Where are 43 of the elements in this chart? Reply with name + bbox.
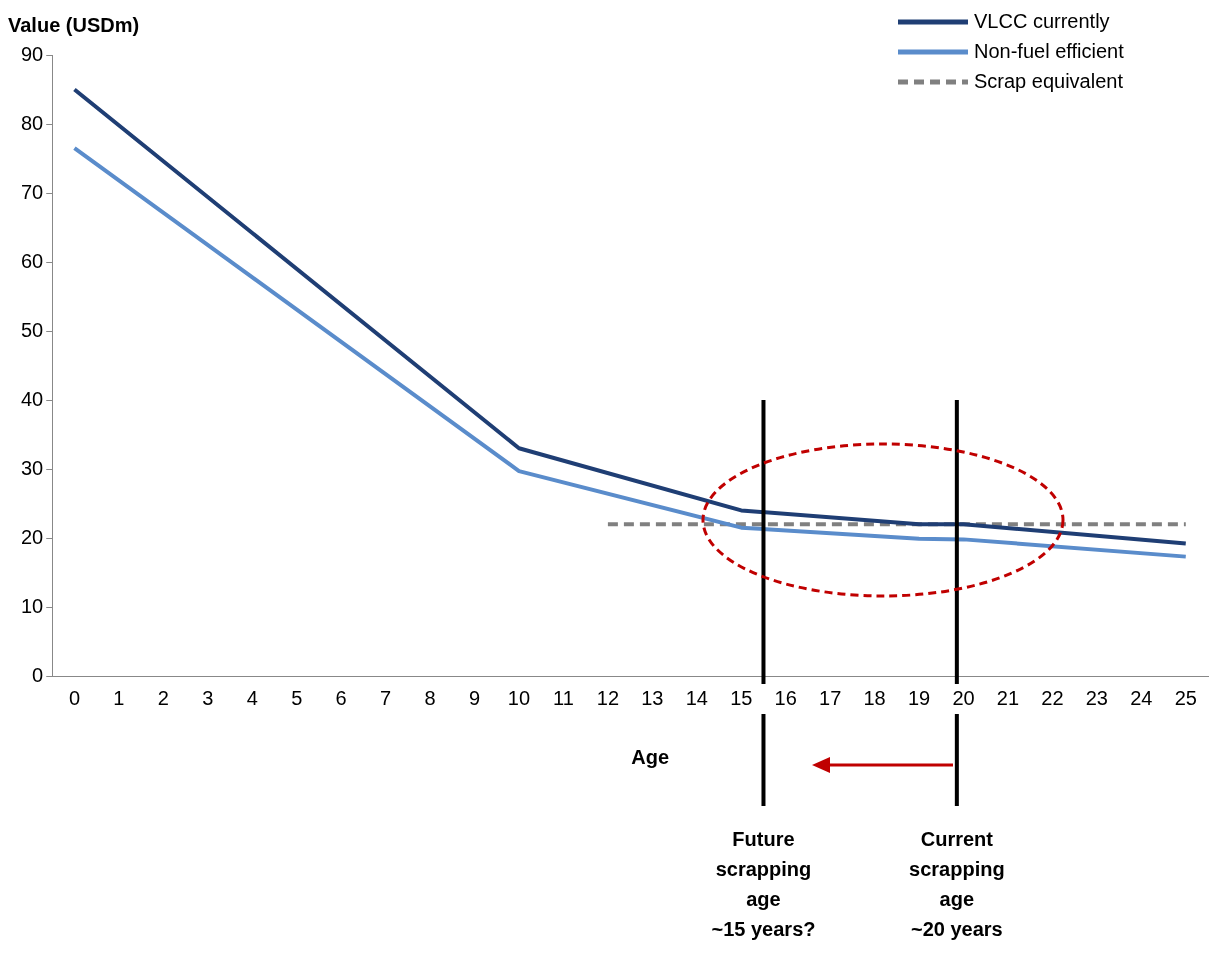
x-tick-label: 20	[952, 686, 975, 709]
y-tick-label: 90	[21, 42, 44, 65]
text: Current scrapping age ~20 years	[909, 828, 1005, 940]
x-tick-label: 6	[335, 686, 347, 709]
legend-label: VLCC currently	[974, 9, 1110, 32]
text: Future scrapping age ~15 years?	[711, 828, 816, 940]
x-tick-label: 13	[641, 686, 664, 709]
x-tick-label: 25	[1174, 686, 1197, 709]
y-tick-label: 50	[21, 318, 44, 341]
y-tick-label: 20	[21, 525, 44, 548]
x-tick-label: 4	[246, 686, 258, 709]
x-tick-label: 0	[68, 686, 81, 709]
x-tick-label: 5	[291, 686, 303, 709]
x-tick-label: 22	[1041, 686, 1064, 709]
y-tick-label: 10	[21, 594, 44, 617]
x-tick-label: 16	[774, 686, 797, 709]
y-tick-label: 80	[21, 111, 44, 134]
y-tick-label: 40	[21, 387, 44, 410]
x-tick-label: 21	[996, 686, 1020, 709]
y-tick-label: 70	[21, 180, 44, 203]
legend-label: Non-fuel efficient	[974, 39, 1125, 62]
x-tick-label: 8	[424, 686, 436, 709]
x-tick-label: 18	[863, 686, 886, 709]
x-tick-label: 11	[553, 686, 574, 709]
x-tick-label: 3	[202, 686, 214, 709]
x-tick-label: 23	[1085, 686, 1108, 709]
x-tick-label: 19	[907, 686, 931, 709]
x-tick-label: 9	[468, 686, 481, 709]
y-tick-label: 0	[32, 663, 44, 686]
y-tick-label: 30	[21, 456, 44, 479]
x-tick-label: 1	[113, 686, 125, 709]
x-axis-title: Age	[631, 746, 670, 768]
x-tick-label: 10	[507, 686, 531, 709]
legend-label: Scrap equivalent	[974, 69, 1124, 92]
x-tick-label: 2	[157, 686, 169, 709]
x-tick-label: 15	[730, 686, 753, 709]
x-tick-label: 24	[1130, 686, 1153, 709]
y-axis-title: Value (USDm)	[8, 14, 140, 36]
x-tick-label: 17	[819, 686, 842, 709]
x-tick-label: 7	[380, 686, 392, 709]
x-tick-label: 12	[596, 686, 620, 709]
y-tick-label: 60	[21, 249, 44, 272]
x-tick-label: 14	[685, 686, 708, 709]
